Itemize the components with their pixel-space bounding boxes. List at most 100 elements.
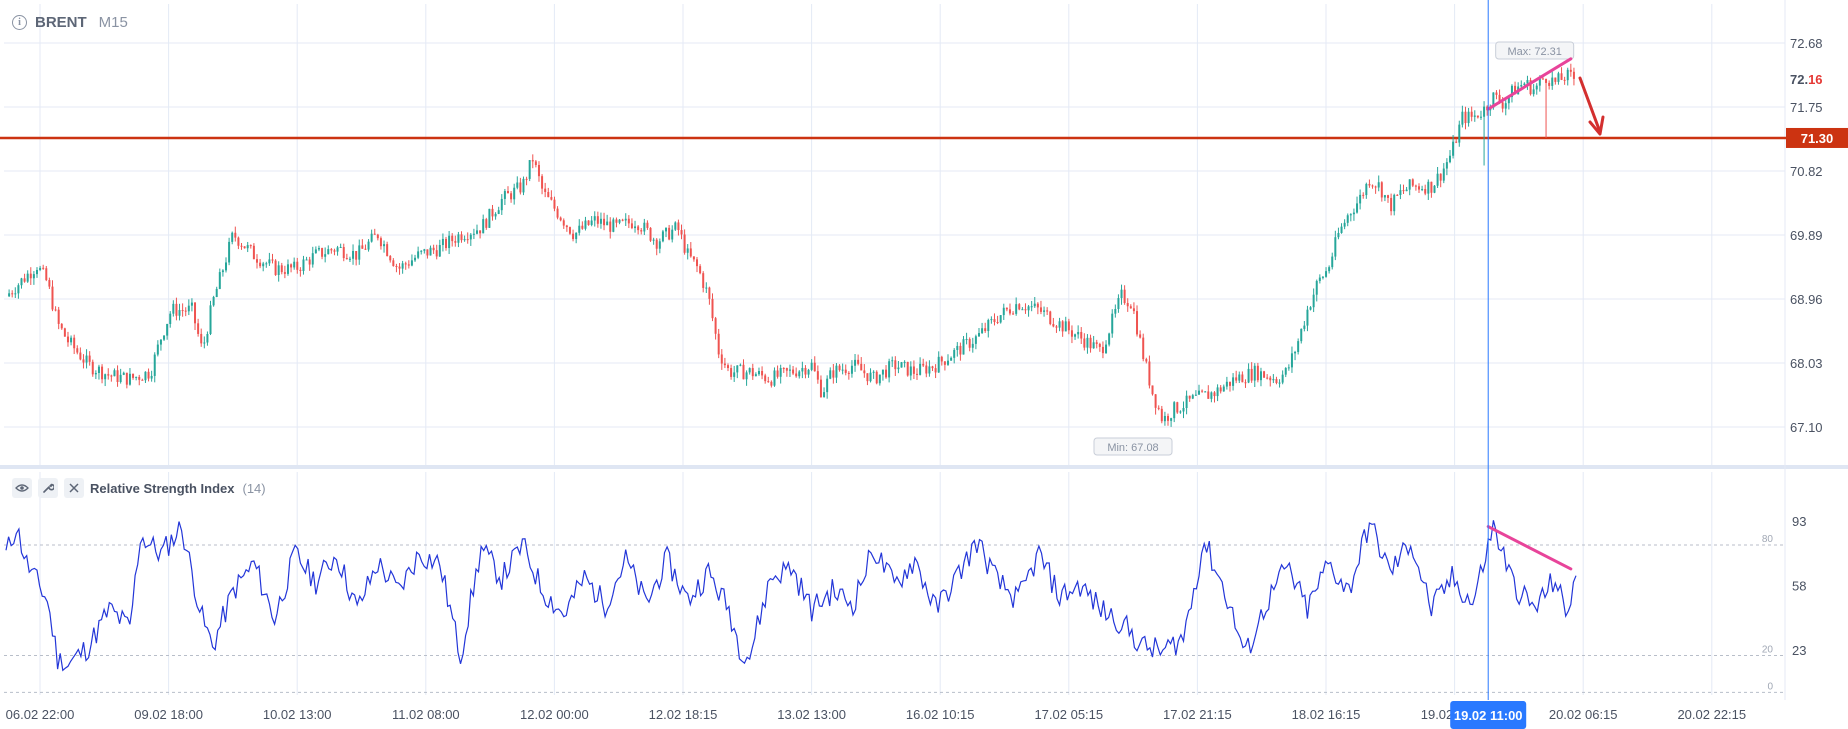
candle-body bbox=[547, 191, 550, 198]
info-icon[interactable]: i bbox=[12, 15, 27, 30]
candle-body bbox=[565, 225, 568, 228]
candle-body bbox=[1557, 73, 1560, 82]
candle-body bbox=[1241, 374, 1244, 383]
candle-body bbox=[1476, 115, 1479, 118]
candle-body bbox=[342, 247, 345, 259]
candle-body bbox=[1402, 190, 1405, 192]
candle-body bbox=[832, 370, 835, 378]
candle-body bbox=[1321, 276, 1324, 278]
candle-body bbox=[544, 188, 547, 192]
candle-body bbox=[1015, 304, 1018, 314]
candle-body bbox=[197, 323, 200, 334]
candle-body bbox=[764, 375, 767, 382]
candle-body bbox=[1514, 85, 1517, 95]
max-price-tag-box bbox=[1495, 41, 1575, 60]
eye-icon[interactable] bbox=[12, 478, 32, 498]
candle-body bbox=[497, 210, 500, 214]
candle-body bbox=[404, 263, 407, 265]
candle-body bbox=[785, 368, 788, 371]
candle-body bbox=[1433, 185, 1436, 193]
candle-body bbox=[1383, 195, 1386, 198]
candle-body bbox=[280, 265, 283, 273]
timeframe-label[interactable]: M15 bbox=[98, 14, 128, 31]
candle-body bbox=[1089, 337, 1092, 349]
candle-body bbox=[757, 371, 760, 375]
candle-body bbox=[1235, 377, 1238, 381]
candle-body bbox=[48, 280, 51, 287]
candle-body bbox=[1228, 381, 1231, 386]
candle-body bbox=[590, 220, 593, 225]
candle-body bbox=[14, 293, 17, 295]
candle-body bbox=[1374, 186, 1377, 188]
candle-body bbox=[299, 269, 302, 271]
candle-body bbox=[57, 309, 60, 324]
candle-body bbox=[562, 220, 565, 226]
x-tick-label: 16.02 10:15 bbox=[906, 707, 975, 722]
candle-body bbox=[1052, 323, 1055, 327]
candle-body bbox=[122, 372, 125, 375]
candle-body bbox=[1191, 395, 1194, 399]
candle-body bbox=[692, 256, 695, 260]
candle-body bbox=[937, 356, 940, 373]
close-icon[interactable] bbox=[64, 478, 84, 498]
candle-body bbox=[429, 247, 432, 256]
rsi-y-tick-label: 93 bbox=[1792, 514, 1806, 529]
candle-body bbox=[187, 305, 190, 312]
candle-body bbox=[1315, 280, 1318, 295]
candle-body bbox=[166, 323, 169, 336]
candle-body bbox=[1334, 237, 1337, 257]
candle-body bbox=[212, 297, 215, 306]
candle-body bbox=[209, 305, 212, 335]
candle-body bbox=[1377, 182, 1380, 188]
candle-body bbox=[612, 219, 615, 232]
candle-body bbox=[234, 232, 237, 238]
candle-body bbox=[1008, 309, 1011, 314]
crosshair-time-label: 19.02 11:00 bbox=[1454, 708, 1523, 723]
candle-body bbox=[29, 273, 32, 279]
candle-body bbox=[101, 366, 104, 380]
candle-body bbox=[956, 345, 959, 350]
candle-body bbox=[1222, 386, 1225, 392]
y-tick-label: 68.96 bbox=[1790, 292, 1823, 307]
candle-body bbox=[147, 371, 150, 379]
candle-body bbox=[1408, 179, 1411, 190]
candle-body bbox=[1331, 256, 1334, 268]
candle-body bbox=[1526, 80, 1529, 84]
candle-body bbox=[144, 371, 147, 381]
candle-body bbox=[159, 339, 162, 345]
candle-body bbox=[172, 303, 175, 314]
candle-body bbox=[1532, 89, 1535, 95]
candle-body bbox=[1507, 97, 1510, 104]
candle-body bbox=[1086, 337, 1089, 348]
candle-body bbox=[1043, 310, 1046, 312]
candle-body bbox=[1346, 215, 1349, 223]
chart-header: i BRENT M15 bbox=[12, 14, 128, 31]
candle-body bbox=[94, 372, 97, 375]
candle-body bbox=[35, 269, 38, 275]
candle-body bbox=[974, 336, 977, 344]
candle-body bbox=[1210, 392, 1213, 399]
candle-body bbox=[841, 369, 844, 371]
candle-body bbox=[906, 361, 909, 376]
candle-body bbox=[736, 365, 739, 373]
candle-body bbox=[42, 267, 45, 269]
candle-body bbox=[494, 213, 497, 217]
candle-body bbox=[925, 365, 928, 374]
candle-body bbox=[1194, 394, 1197, 396]
wrench-icon[interactable] bbox=[38, 478, 58, 498]
y-tick-label: 72.68 bbox=[1790, 36, 1823, 51]
candle-body bbox=[1421, 189, 1424, 191]
candle-body bbox=[1216, 387, 1219, 397]
candle-body bbox=[909, 366, 912, 376]
candle-body bbox=[11, 293, 14, 295]
candle-body bbox=[1290, 353, 1293, 368]
candle-body bbox=[1448, 155, 1451, 163]
candle-body bbox=[581, 225, 584, 229]
candle-body bbox=[392, 260, 395, 266]
candle-body bbox=[70, 337, 73, 343]
candle-body bbox=[1039, 307, 1042, 312]
candle-body bbox=[1569, 69, 1572, 72]
candle-body bbox=[1046, 310, 1049, 312]
down-arrow-icon bbox=[1578, 76, 1602, 134]
